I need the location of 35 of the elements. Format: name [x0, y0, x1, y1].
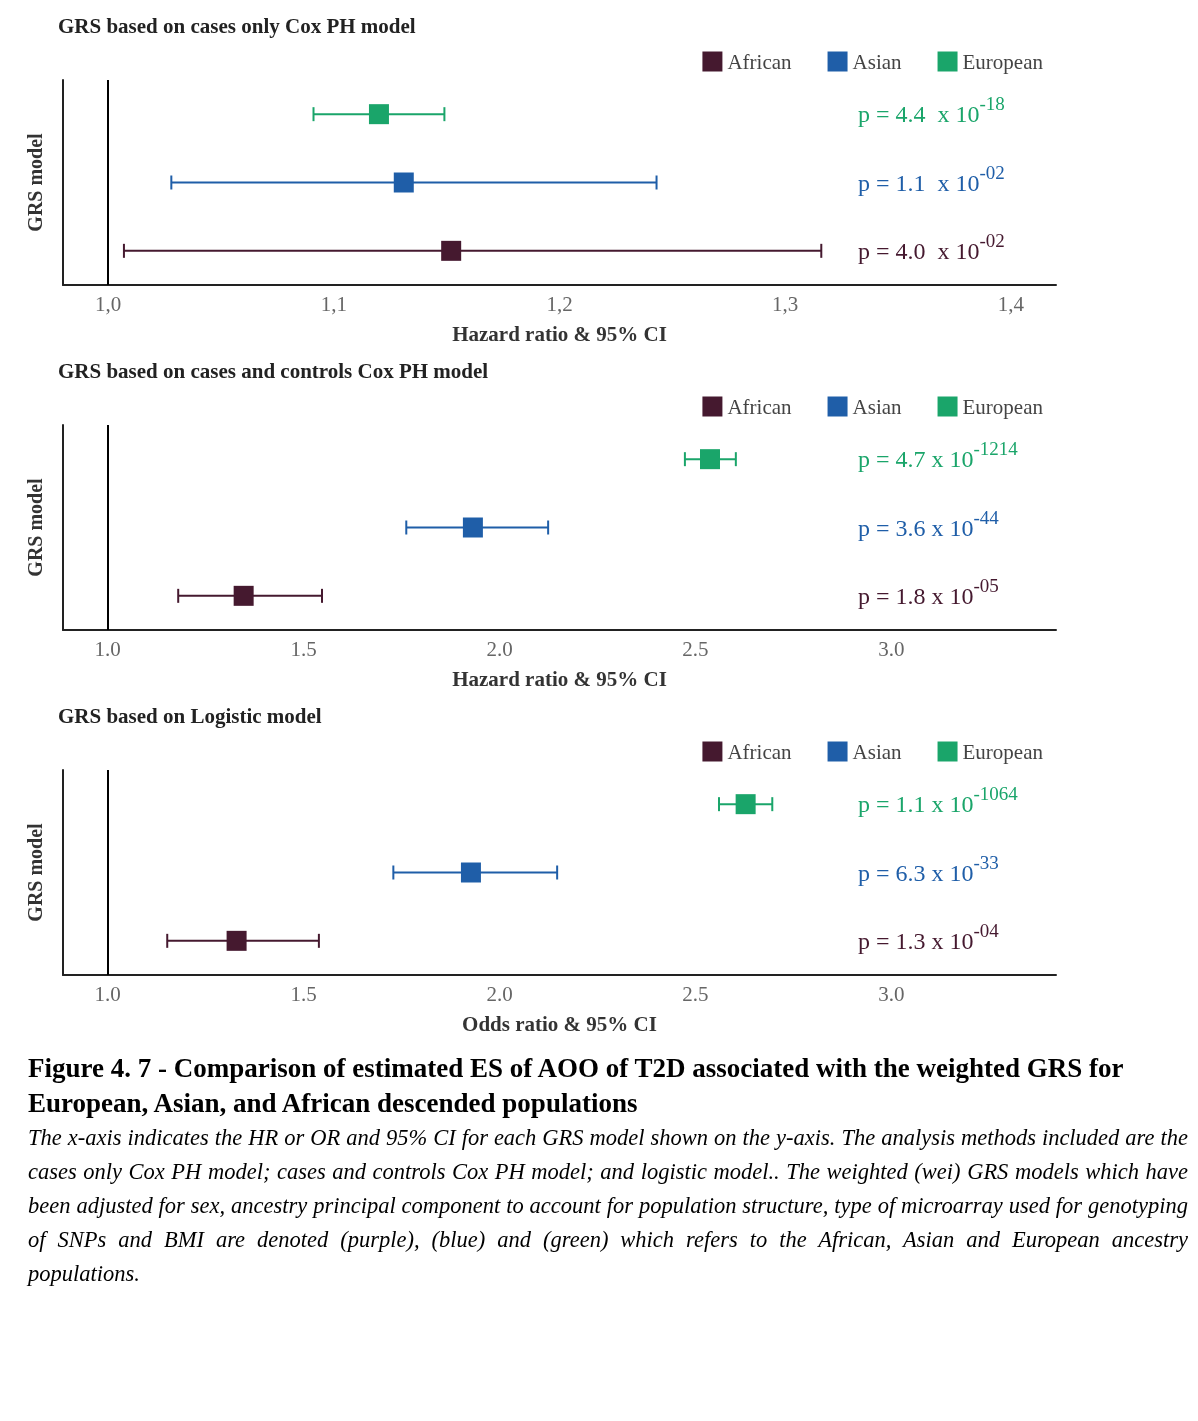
- x-tick-label: 2.5: [682, 636, 709, 661]
- x-tick-label: 1,4: [997, 291, 1025, 316]
- x-tick-label: 1.5: [290, 636, 317, 661]
- chart-title: GRS based on Logistic model: [58, 703, 322, 728]
- legend-label: European: [962, 394, 1044, 419]
- text: The x-axis indicates the HR or OR and 95% CI for each GRS model shown on the y-axis. The analysis methods included are the cases only Cox PH model; cases and controls Cox PH model; and logistic model.. The weighted (wei) GRS models which have been adjusted for sex, ancestry principal component to account for population structure, type of microarray used for genotyping of SNPs and BMI are denoted (purple), (blue) and (green) which refers to the African, Asian and European ancestry populations.: [28, 1124, 1188, 1288]
- x-axis-title: Odds ratio & 95% CI: [462, 1011, 657, 1036]
- x-axis-title: Hazard ratio & 95% CI: [452, 321, 667, 346]
- text: Figure 4. 7 - Comparison of estimated ES of AOO of T2D associated with the weighted GRS for European, Asian, and African descended populations: [28, 1052, 1124, 1120]
- x-tick-label: 1,0: [95, 291, 122, 316]
- x-axis-title: Hazard ratio & 95% CI: [452, 666, 667, 691]
- x-tick-label: 2.0: [486, 636, 513, 661]
- legend-label: Asian: [852, 394, 903, 419]
- legend-label: African: [727, 394, 793, 419]
- x-tick-label: 2.0: [486, 981, 513, 1006]
- x-tick-label: 1.0: [94, 636, 121, 661]
- chart-title: GRS based on cases and controls Cox PH model: [58, 358, 489, 383]
- legend-label: European: [962, 49, 1044, 74]
- legend-label: African: [727, 739, 793, 764]
- legend-label: African: [727, 49, 793, 74]
- y-axis-title: GRS model: [24, 132, 46, 232]
- legend-label: Asian: [852, 739, 903, 764]
- x-tick-label: 1.0: [94, 981, 121, 1006]
- legend-label: Asian: [852, 49, 903, 74]
- x-tick-label: 1,3: [772, 291, 799, 316]
- x-tick-label: 1,2: [546, 291, 573, 316]
- x-tick-label: 2.5: [682, 981, 709, 1006]
- y-axis-title: GRS model: [24, 822, 46, 922]
- legend-label: European: [962, 739, 1044, 764]
- y-axis-title: GRS model: [24, 477, 46, 577]
- x-tick-label: 3.0: [878, 981, 905, 1006]
- x-tick-label: 3.0: [878, 636, 905, 661]
- x-tick-label: 1,1: [320, 291, 347, 316]
- chart-title: GRS based on cases only Cox PH model: [58, 13, 416, 38]
- x-tick-label: 1.5: [290, 981, 317, 1006]
